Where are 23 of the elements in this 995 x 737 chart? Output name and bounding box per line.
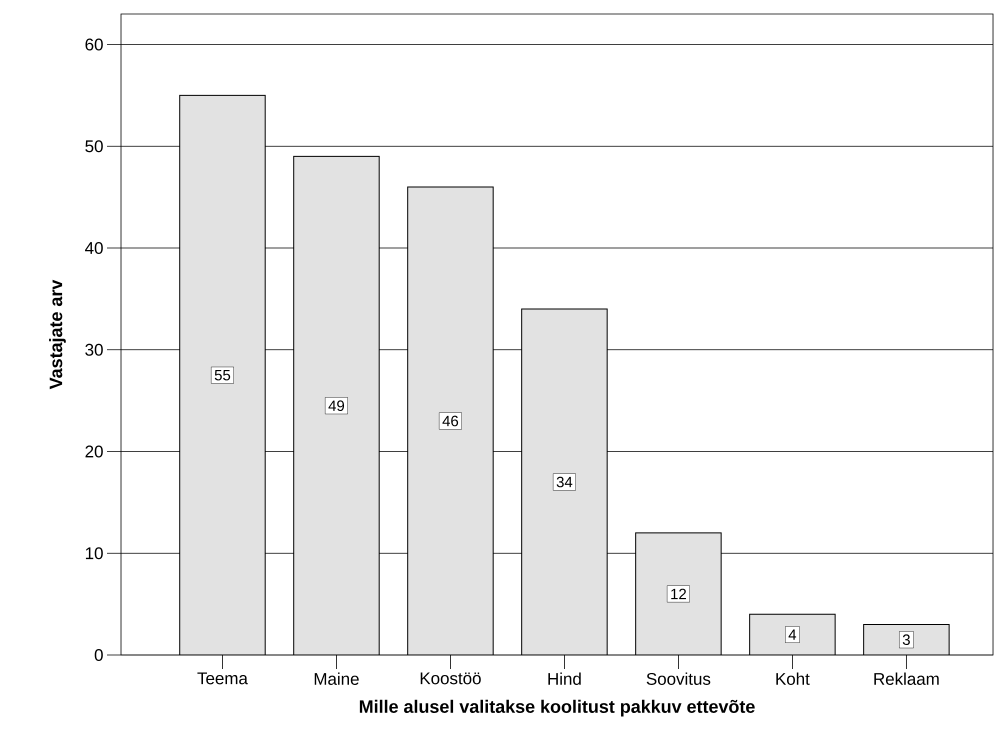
y-tick-label: 40 [85, 242, 103, 254]
y-tick-label: 10 [86, 547, 103, 560]
y-tick-label: 50 [85, 140, 103, 152]
data-label: 34 [556, 476, 572, 488]
x-tick-label: Reklaam [874, 672, 939, 685]
data-label: 12 [671, 588, 686, 600]
y-axis-title: Vastajate arv [49, 280, 66, 390]
x-tick-label: Soovitus [646, 672, 710, 685]
y-tick-label: 20 [86, 445, 103, 458]
data-label: 3 [902, 634, 910, 646]
y-tick-label: 60 [86, 38, 103, 51]
x-tick-label: Koht [776, 672, 810, 685]
y-tick-label: 0 [94, 648, 103, 661]
x-tick-label: Koostöö [420, 672, 481, 684]
x-tick-label: Hind [548, 672, 581, 685]
data-label: 46 [442, 416, 458, 426]
x-tick-label: Teema [197, 672, 248, 684]
x-axis-title: Mille alusel valitakse koolitust pakkuv ettevõte [360, 700, 755, 716]
y-tick-label: 30 [85, 344, 103, 356]
data-label: 4 [788, 629, 796, 640]
x-tick-label: Maine [314, 672, 359, 685]
data-label: 55 [214, 370, 230, 380]
data-label: 49 [328, 400, 344, 411]
